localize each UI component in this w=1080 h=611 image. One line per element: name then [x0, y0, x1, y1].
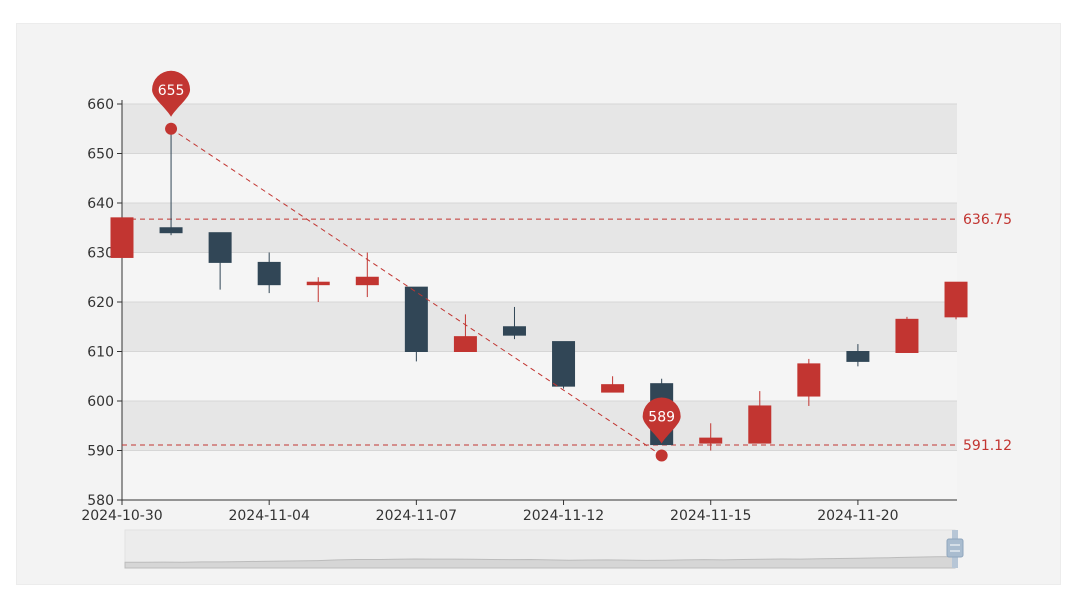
axes: 580 590 600 610 620 630 640 650 660 2024-10-30 202… — [81, 97, 957, 524]
y-tick-label: 640 — [87, 196, 114, 212]
candle-body[interactable] — [355, 276, 379, 286]
x-tick-label: 2024-10-30 — [81, 508, 162, 524]
mark-point-pin[interactable] — [152, 70, 191, 117]
y-tick-label: 580 — [87, 493, 114, 509]
mark-point-dot — [165, 122, 178, 135]
y-tick-label: 620 — [87, 295, 114, 311]
data-zoom-slider[interactable] — [124, 529, 964, 569]
x-tick-label: 2024-11-07 — [376, 508, 457, 524]
mark-point-dot — [655, 449, 668, 462]
x-tick-label: 2024-11-15 — [670, 508, 751, 524]
candle-body[interactable] — [797, 363, 821, 397]
candle-body[interactable] — [257, 261, 281, 286]
split-area-band — [122, 401, 957, 451]
split-area-band — [122, 203, 957, 253]
zoom-handle-grip[interactable] — [946, 538, 964, 558]
split-area-band — [122, 302, 957, 352]
mark-points: 655 589 — [152, 70, 681, 462]
candle-body[interactable] — [159, 227, 183, 234]
zoom-overview-area — [124, 556, 956, 569]
mark-point-pin[interactable] — [642, 397, 681, 444]
mark-point-label: 655 — [158, 83, 185, 99]
mark-lines: 636.75 591.12 — [122, 212, 1012, 454]
y-tick-label: 590 — [87, 444, 114, 460]
x-tick-label: 2024-11-20 — [817, 508, 898, 524]
candle-body[interactable] — [699, 437, 723, 444]
mark-line-label: 636.75 — [963, 212, 1012, 228]
candle-body[interactable] — [404, 286, 428, 352]
split-area-band — [122, 153, 957, 203]
candle-body[interactable] — [208, 232, 232, 263]
x-tick-label: 2024-11-12 — [523, 508, 604, 524]
candle-body[interactable] — [306, 281, 330, 286]
split-area-band — [122, 104, 957, 154]
split-area-band — [122, 252, 957, 302]
y-tick-label: 630 — [87, 246, 114, 262]
mark-point-label: 589 — [648, 409, 675, 425]
split-area-bands — [122, 104, 957, 500]
candle-body[interactable] — [748, 405, 772, 444]
candle-body[interactable] — [110, 217, 134, 258]
y-tick-label: 650 — [87, 147, 114, 163]
candle-body[interactable] — [453, 336, 477, 352]
candle-body[interactable] — [502, 326, 526, 336]
y-tick-label: 660 — [87, 97, 114, 113]
mark-line-label: 591.12 — [963, 438, 1012, 454]
candle-body[interactable] — [944, 281, 968, 318]
x-tick-label: 2024-11-04 — [228, 508, 309, 524]
candle-body[interactable] — [846, 351, 870, 362]
y-tick-label: 600 — [87, 394, 114, 410]
split-area-band — [122, 351, 957, 401]
y-tick-label: 610 — [87, 345, 114, 361]
candle-body[interactable] — [895, 318, 919, 353]
candle-body[interactable] — [552, 341, 576, 387]
candle-body[interactable] — [601, 384, 625, 393]
split-area-band — [122, 450, 957, 500]
